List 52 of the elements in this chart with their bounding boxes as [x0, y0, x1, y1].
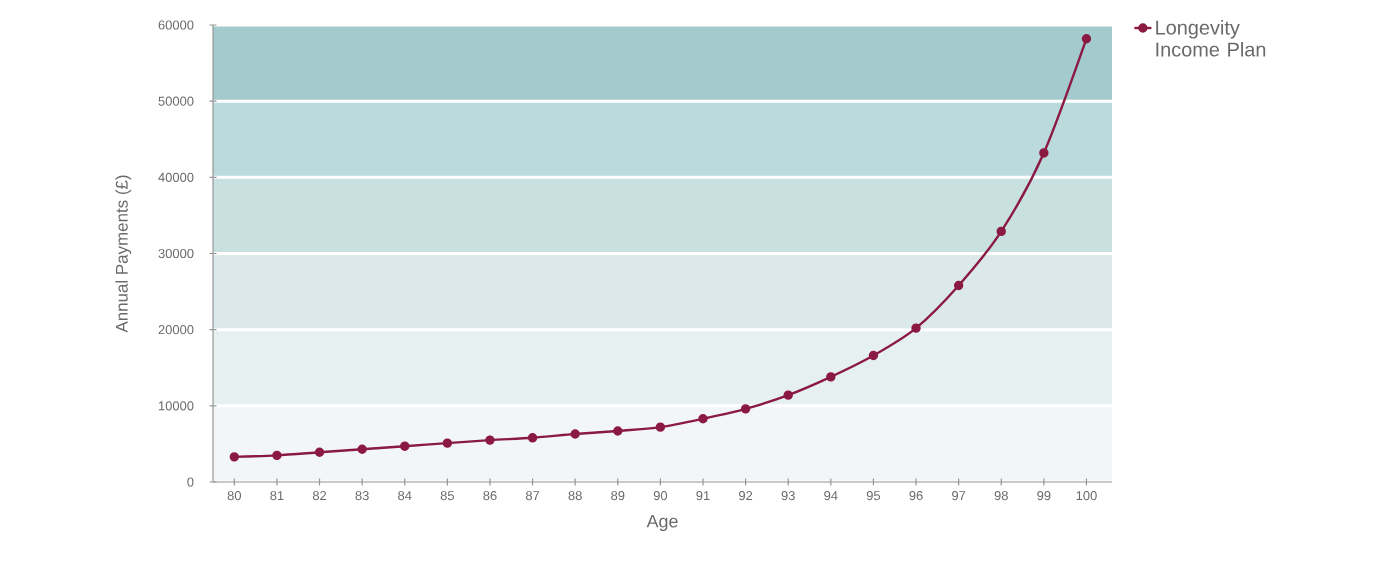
point — [783, 390, 793, 400]
point — [400, 441, 410, 451]
x-tick-label: 94 — [824, 491, 838, 501]
point — [996, 226, 1006, 237]
y-tick-label: 60000 — [158, 20, 194, 30]
x-tick-label: 100 — [1076, 491, 1097, 501]
point — [485, 435, 495, 445]
x-tick-label: 89 — [611, 491, 625, 501]
point — [357, 444, 367, 454]
x-tick-label: 92 — [739, 491, 753, 501]
y-tick-label: 30000 — [158, 248, 194, 259]
y-tick-label: 50000 — [158, 96, 194, 106]
point — [826, 372, 836, 382]
y-tick-label: 0 — [187, 477, 194, 487]
x-tick-label: 97 — [952, 491, 966, 501]
x-tick-label: 99 — [1037, 491, 1051, 501]
x-tick-label: 88 — [568, 491, 582, 501]
point — [229, 452, 240, 462]
x-tick-label: 96 — [909, 491, 923, 501]
x-tick-label: 84 — [398, 491, 412, 501]
point — [911, 323, 921, 333]
legend-label: Longevity Income Plan — [1156, 20, 1266, 57]
point — [527, 433, 538, 443]
y-tick-label: 40000 — [158, 172, 194, 182]
x-tick-label: 98 — [994, 491, 1008, 501]
point — [570, 429, 580, 439]
y-tick-label: 20000 — [158, 325, 194, 335]
point — [442, 438, 453, 448]
x-tick-label: 86 — [483, 491, 497, 501]
point — [1081, 34, 1092, 44]
x-tick-label: 80 — [227, 491, 242, 501]
y-tick-label: 10000 — [158, 401, 194, 411]
x-tick-label: 90 — [653, 491, 668, 501]
y-axis-title: Annual Payments (£) — [115, 175, 132, 333]
x-axis-title: Age — [646, 515, 678, 532]
point — [868, 350, 879, 361]
x-tick-label: 81 — [270, 491, 284, 501]
point — [1039, 148, 1049, 158]
x-tick-label: 85 — [440, 491, 455, 501]
x-tick-label: 87 — [525, 491, 540, 501]
x-tick-label: 95 — [866, 491, 881, 501]
point — [740, 404, 751, 414]
x-tick-label: 83 — [355, 491, 369, 501]
point — [272, 450, 282, 461]
point — [655, 422, 666, 432]
point — [698, 414, 708, 424]
x-tick-label: 82 — [312, 491, 327, 501]
x-tick-label: 93 — [781, 491, 795, 501]
point — [314, 447, 325, 457]
point — [613, 426, 623, 436]
x-tick-label: 91 — [696, 491, 710, 501]
point — [953, 280, 964, 291]
